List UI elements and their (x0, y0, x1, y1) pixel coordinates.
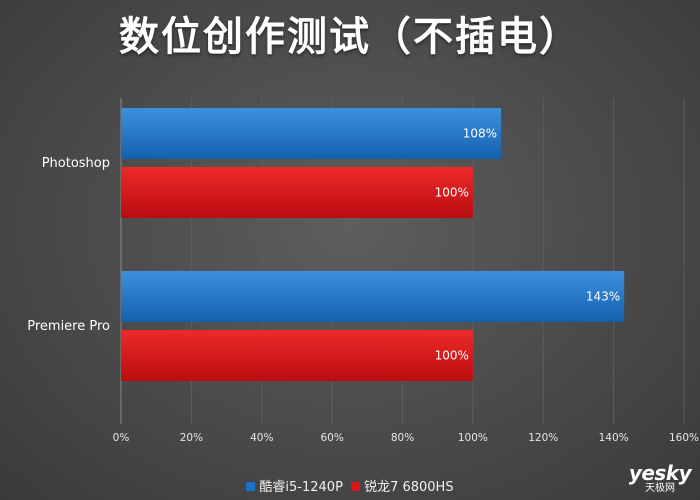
category-label: Photoshop (42, 156, 110, 171)
legend-label-amd: 锐龙7 6800HS (364, 480, 454, 495)
x-tick-label: 40% (250, 432, 273, 444)
bar (121, 108, 502, 159)
x-tick-label: 60% (320, 432, 343, 444)
x-tick-label: 20% (180, 432, 203, 444)
x-tick-label: 140% (599, 432, 629, 444)
bar (121, 271, 625, 322)
x-tick-label: 0% (113, 432, 130, 444)
bar (121, 330, 473, 381)
bar-value-label: 108% (463, 127, 497, 141)
bar-value-label: 100% (435, 349, 469, 363)
bar-value-label: 100% (435, 186, 469, 200)
legend: 酷睿i5-1240P 锐龙7 6800HS (0, 476, 700, 495)
chart-title: 数位创作测试（不插电） (119, 14, 581, 60)
legend-swatch-intel (246, 482, 256, 491)
x-tick-label: 120% (528, 432, 558, 444)
x-tick-label: 160% (669, 432, 699, 444)
legend-swatch-amd (351, 482, 361, 491)
bar-value-label: 143% (586, 290, 620, 304)
bar (121, 167, 473, 218)
x-tick-label: 80% (391, 432, 414, 444)
watermark-logo: yesky (628, 461, 692, 485)
legend-label-intel: 酷睿i5-1240P (259, 480, 343, 495)
category-label: Premiere Pro (27, 319, 110, 334)
legend-item-amd: 锐龙7 6800HS (351, 476, 454, 495)
x-tick-label: 100% (458, 432, 488, 444)
watermark-subtitle: 天极网 (645, 483, 675, 494)
legend-item-intel: 酷睿i5-1240P (246, 476, 343, 495)
yesky-watermark: yesky 天极网 (628, 463, 692, 494)
